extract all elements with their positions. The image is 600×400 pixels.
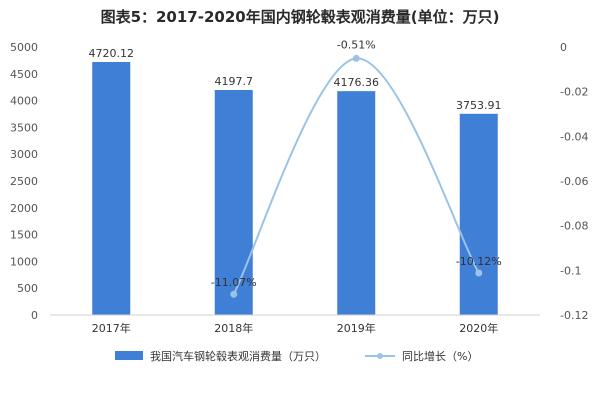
line-series bbox=[230, 54, 483, 298]
growth-value-label: -10.12% bbox=[456, 255, 502, 268]
legend-bar-swatch bbox=[115, 351, 143, 360]
x-axis-tick-label: 2019年 bbox=[337, 321, 376, 335]
left-axis-tick-label: 0 bbox=[31, 309, 38, 322]
growth-point bbox=[352, 54, 360, 62]
right-axis-tick-label: -0.1 bbox=[560, 264, 581, 277]
left-axis-tick-label: 1500 bbox=[10, 229, 38, 242]
left-axis-tick-label: 3500 bbox=[10, 121, 38, 134]
right-axis-tick-label: -0.02 bbox=[560, 86, 588, 99]
x-axis-tick-label: 2017年 bbox=[92, 321, 131, 335]
legend-line-label: 同比增长（%） bbox=[402, 349, 478, 363]
right-axis-tick-label: -0.06 bbox=[560, 175, 588, 188]
right-axis: 0 -0.02 -0.04 -0.06 -0.08 -0.1 -0.12 bbox=[560, 41, 588, 322]
x-axis-tick-label: 2018年 bbox=[214, 321, 253, 335]
bar-value-label: 3753.91 bbox=[456, 99, 502, 112]
bar-value-label: 4197.7 bbox=[215, 75, 254, 88]
legend-line-marker bbox=[377, 353, 383, 359]
left-axis-tick-label: 4000 bbox=[10, 95, 38, 108]
left-axis-tick-label: 4500 bbox=[10, 68, 38, 81]
bar-value-label: 4176.36 bbox=[334, 76, 380, 89]
growth-point bbox=[230, 290, 238, 298]
right-axis-tick-label: -0.12 bbox=[560, 309, 588, 322]
left-axis-tick-label: 5000 bbox=[10, 41, 38, 54]
left-axis-tick-label: 500 bbox=[17, 282, 38, 295]
bar bbox=[459, 113, 498, 315]
bar bbox=[92, 62, 131, 315]
left-axis-tick-label: 1000 bbox=[10, 255, 38, 268]
legend-bar-label: 我国汽车钢轮毂表观消费量（万只） bbox=[150, 349, 326, 363]
bar-value-label: 4720.12 bbox=[89, 47, 135, 60]
x-axis: 2017年 2018年 2019年 2020年 bbox=[50, 314, 540, 335]
bar bbox=[214, 90, 253, 315]
right-axis-tick-label: -0.08 bbox=[560, 220, 588, 233]
right-axis-tick-label: 0 bbox=[560, 41, 567, 54]
left-axis-tick-label: 3000 bbox=[10, 148, 38, 161]
left-axis-tick-label: 2500 bbox=[10, 175, 38, 188]
x-axis-tick-label: 2020年 bbox=[459, 321, 498, 335]
right-axis-tick-label: -0.04 bbox=[560, 130, 588, 143]
legend: 我国汽车钢轮毂表观消费量（万只） 同比增长（%） bbox=[115, 349, 478, 363]
growth-value-label: -0.51% bbox=[337, 38, 376, 51]
bar bbox=[337, 91, 376, 316]
chart-title: 图表5：2017-2020年国内钢轮毂表观消费量(单位：万只) bbox=[100, 8, 500, 26]
left-axis-tick-label: 2000 bbox=[10, 202, 38, 215]
growth-value-label: -11.07% bbox=[211, 276, 257, 289]
data-labels: 4720.12 4197.7 4176.36 3753.91 -11.07% -0.51%… bbox=[89, 38, 502, 289]
growth-point bbox=[475, 269, 483, 277]
left-axis: 0 500 1000 1500 2000 2500 3000 3500 4000 4500 5000 bbox=[10, 41, 38, 322]
bar-series bbox=[92, 62, 498, 316]
